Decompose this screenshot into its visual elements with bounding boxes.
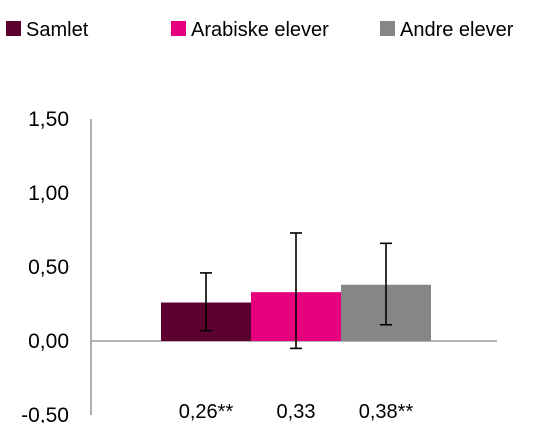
y-tick-label: 0,50: [28, 256, 69, 279]
legend-swatch: [380, 21, 395, 36]
legend-label: Arabiske elever: [191, 19, 329, 41]
legend: Samlet Arabiske elever Andre elever: [6, 19, 514, 41]
data-label: 0,33: [277, 401, 316, 423]
error-bars: [200, 232, 392, 350]
y-tick-label: -0,50: [21, 404, 69, 423]
y-tick-label: 1,50: [28, 108, 69, 131]
legend-swatch: [171, 21, 186, 36]
legend-label: Andre elever: [400, 19, 514, 41]
y-tick-label: 0,00: [28, 330, 69, 353]
legend-label: Samlet: [26, 19, 89, 41]
y-axis: 1,50 1,00 0,50 0,00 -0,50: [21, 108, 497, 423]
data-labels: 0,26** 0,33 0,38**: [179, 401, 414, 423]
y-tick-label: 1,00: [28, 182, 69, 205]
data-label: 0,26**: [179, 401, 234, 423]
data-label: 0,38**: [359, 401, 414, 423]
legend-swatch: [6, 21, 21, 36]
